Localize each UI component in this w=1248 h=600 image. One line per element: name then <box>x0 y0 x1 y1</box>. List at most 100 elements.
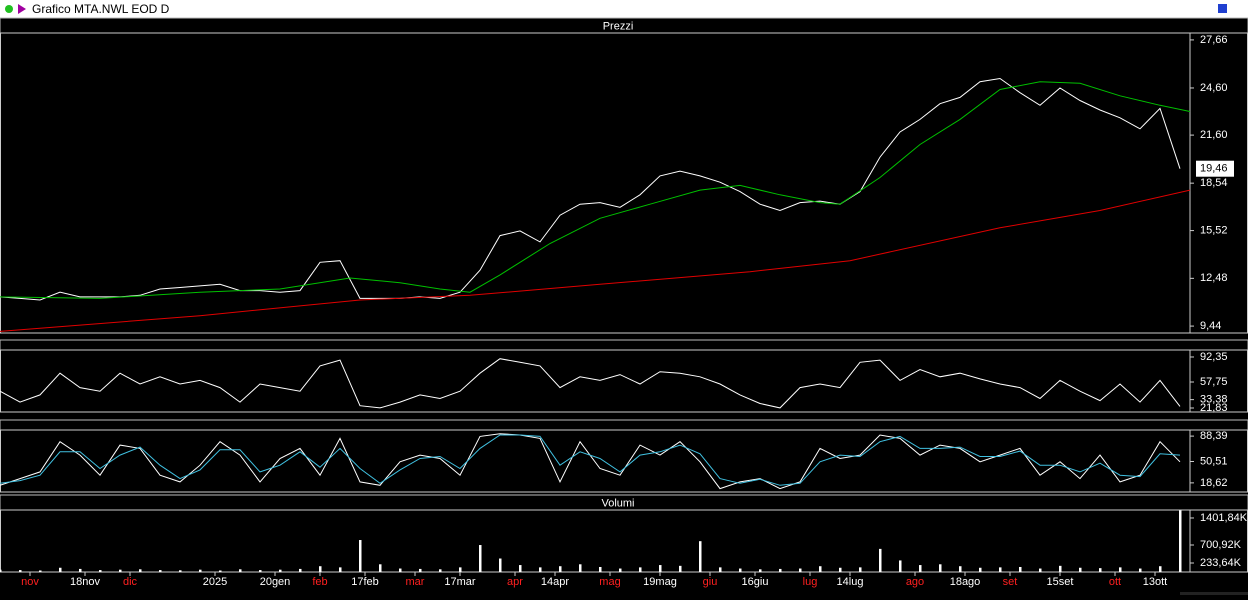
volume-bar <box>159 570 162 572</box>
volume-bar <box>1119 567 1122 572</box>
x-tick-label: 13ott <box>1143 576 1167 588</box>
scrollbar[interactable] <box>1180 592 1248 595</box>
window-title: Grafico MTA.NWL EOD D <box>32 2 170 16</box>
x-tick-label: 16giu <box>742 576 769 588</box>
status-icon[interactable] <box>5 5 13 13</box>
volume-bar <box>839 567 842 572</box>
volume-bar <box>899 560 902 572</box>
volume-bar <box>919 565 922 572</box>
panel-title: Prezzi <box>603 20 634 32</box>
volume-bar <box>1139 568 1142 572</box>
volume-bar <box>399 568 402 572</box>
volume-bar <box>819 566 822 572</box>
x-tick-label: apr <box>507 576 523 588</box>
volume-bar <box>979 567 982 572</box>
volume-bar <box>999 567 1002 572</box>
volume-bar <box>679 565 682 572</box>
volume-bar <box>599 566 602 572</box>
volume-bar <box>179 570 182 572</box>
volume-bar <box>359 540 362 572</box>
x-tick-label: 14lug <box>837 576 864 588</box>
y-tick-label: 233,64K <box>1200 557 1242 569</box>
y-tick-label: 24,60 <box>1200 82 1228 94</box>
volume-bar <box>879 548 882 572</box>
volume-bar <box>779 568 782 572</box>
x-tick-label: mag <box>599 576 620 588</box>
volume-bar <box>619 568 622 572</box>
volume-bar <box>459 567 462 572</box>
series-line <box>0 189 1191 332</box>
x-tick-label: dic <box>123 576 138 588</box>
y-tick-label: 27,66 <box>1200 34 1228 46</box>
last-price-box <box>1196 160 1234 177</box>
volume-bar <box>1019 566 1022 572</box>
volume-bar <box>419 568 422 572</box>
y-tick-label: 92,35 <box>1200 351 1228 363</box>
volume-bar <box>219 570 222 572</box>
volume-bar <box>339 567 342 572</box>
y-tick-label: 21,83 <box>1200 402 1228 414</box>
volume-bar <box>959 566 962 572</box>
title-bar <box>0 0 1248 18</box>
volume-bar <box>199 569 202 572</box>
volume-bar <box>1059 565 1062 572</box>
y-tick-label: 18,54 <box>1200 177 1228 189</box>
volume-bar <box>39 570 42 572</box>
series-line <box>0 81 1191 299</box>
volume-bar <box>559 566 562 572</box>
x-tick-label: 19mag <box>643 576 677 588</box>
volume-bar <box>579 564 582 572</box>
x-tick-label: 17feb <box>351 576 379 588</box>
y-tick-label: 33,38 <box>1200 394 1228 406</box>
x-tick-label: mar <box>406 576 425 588</box>
volume-bar <box>739 568 742 572</box>
x-tick-label: 18nov <box>70 576 100 588</box>
x-tick-label: 20gen <box>260 576 291 588</box>
volume-bar <box>99 570 102 572</box>
volume-bar <box>939 564 942 572</box>
y-tick-label: 12,48 <box>1200 272 1228 284</box>
y-tick-label: 50,51 <box>1200 455 1228 467</box>
series-line <box>0 434 1181 486</box>
y-tick-label: 700,92K <box>1200 539 1242 551</box>
volume-bar <box>239 569 242 572</box>
series-line <box>0 77 1181 301</box>
volume-bar <box>299 568 302 572</box>
play-icon[interactable] <box>18 4 26 14</box>
y-tick-label: 88,39 <box>1200 430 1228 442</box>
window-button[interactable] <box>1218 4 1227 13</box>
x-tick-label: 17mar <box>444 576 476 588</box>
volume-bar <box>1099 568 1102 572</box>
volume-bar <box>259 570 262 572</box>
volume-bar <box>859 567 862 572</box>
volume-bar <box>519 565 522 572</box>
volume-bar <box>699 541 702 572</box>
volume-bar <box>1179 510 1182 572</box>
volume-bar <box>1159 566 1162 572</box>
volume-bar <box>1039 568 1042 572</box>
volume-bar <box>1079 567 1082 572</box>
last-price-label: 19,46 <box>1200 163 1228 175</box>
volume-bar <box>719 567 722 572</box>
x-tick-label: 2025 <box>203 576 227 588</box>
x-tick-label: ago <box>906 576 924 588</box>
volume-bar <box>439 569 442 572</box>
y-tick-label: 21,60 <box>1200 129 1228 141</box>
panel-header <box>0 339 1248 351</box>
y-tick-label: 15,52 <box>1200 224 1228 236</box>
panel-title: Volumi <box>601 497 634 509</box>
volume-bar <box>799 568 802 572</box>
x-tick-label: set <box>1003 576 1018 588</box>
volume-bar <box>59 567 62 572</box>
y-tick-label: 18,62 <box>1200 477 1228 489</box>
x-tick-label: nov <box>21 576 39 588</box>
x-tick-label: giu <box>703 576 718 588</box>
volume-bar <box>119 569 122 572</box>
volume-bar <box>759 569 762 572</box>
x-tick-label: lug <box>803 576 818 588</box>
x-tick-label: 18ago <box>950 576 981 588</box>
volume-bar <box>19 570 22 572</box>
volume-bar <box>0 569 2 572</box>
volume-bar <box>79 568 82 572</box>
